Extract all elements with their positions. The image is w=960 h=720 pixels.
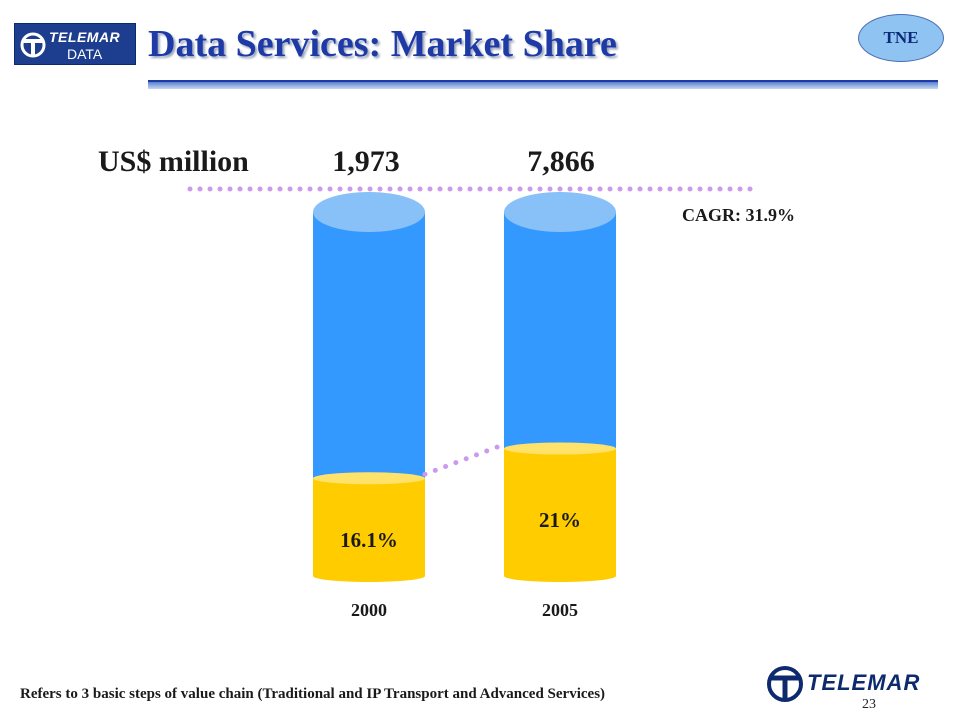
share-bar-2005: [504, 448, 616, 576]
telemar-data-logo: TELEMAR DATA: [14, 23, 136, 65]
tne-badge: TNE: [858, 14, 944, 62]
page-number: 23: [862, 697, 876, 712]
share-bar-bottom-2000: [313, 570, 425, 582]
page-title: Data Services: Market Share: [148, 23, 617, 65]
telemar-footer-logo: TELEMAR: [765, 664, 945, 704]
telemar-globe-icon: [20, 32, 46, 58]
share-bar-2000: [313, 478, 425, 576]
share-bar-top-2005: [504, 442, 616, 455]
category-label-2000: 2000: [351, 600, 387, 620]
logo-brand-text: TELEMAR: [49, 29, 121, 45]
total-label-2005: 7,866: [527, 145, 595, 178]
total-bar-2005: [504, 212, 616, 449]
cagr-annotation: CAGR: 31.9%: [682, 205, 795, 225]
share-label-2000: 16.1%: [340, 528, 398, 552]
logo-sub-text: DATA: [67, 46, 103, 62]
share-label-2005: 21%: [539, 508, 581, 532]
category-label-2005: 2005: [542, 600, 578, 620]
total-label-2000: 1,973: [332, 145, 400, 178]
total-bar-top-2005: [504, 192, 616, 232]
total-bar-top-2000: [313, 192, 425, 232]
unit-label: US$ million: [98, 145, 249, 178]
footnote: Refers to 3 basic steps of value chain (…: [20, 686, 606, 702]
share-bar-top-2000: [313, 472, 425, 485]
share-bar-bottom-2005: [504, 570, 616, 582]
footer-logo-text: TELEMAR: [807, 670, 921, 695]
telemar-globe-icon: [767, 666, 803, 702]
header-divider: [148, 80, 938, 89]
header-divider-line: [148, 80, 938, 82]
total-bar-2000: [313, 212, 425, 479]
dotted-share-line: [422, 442, 507, 477]
